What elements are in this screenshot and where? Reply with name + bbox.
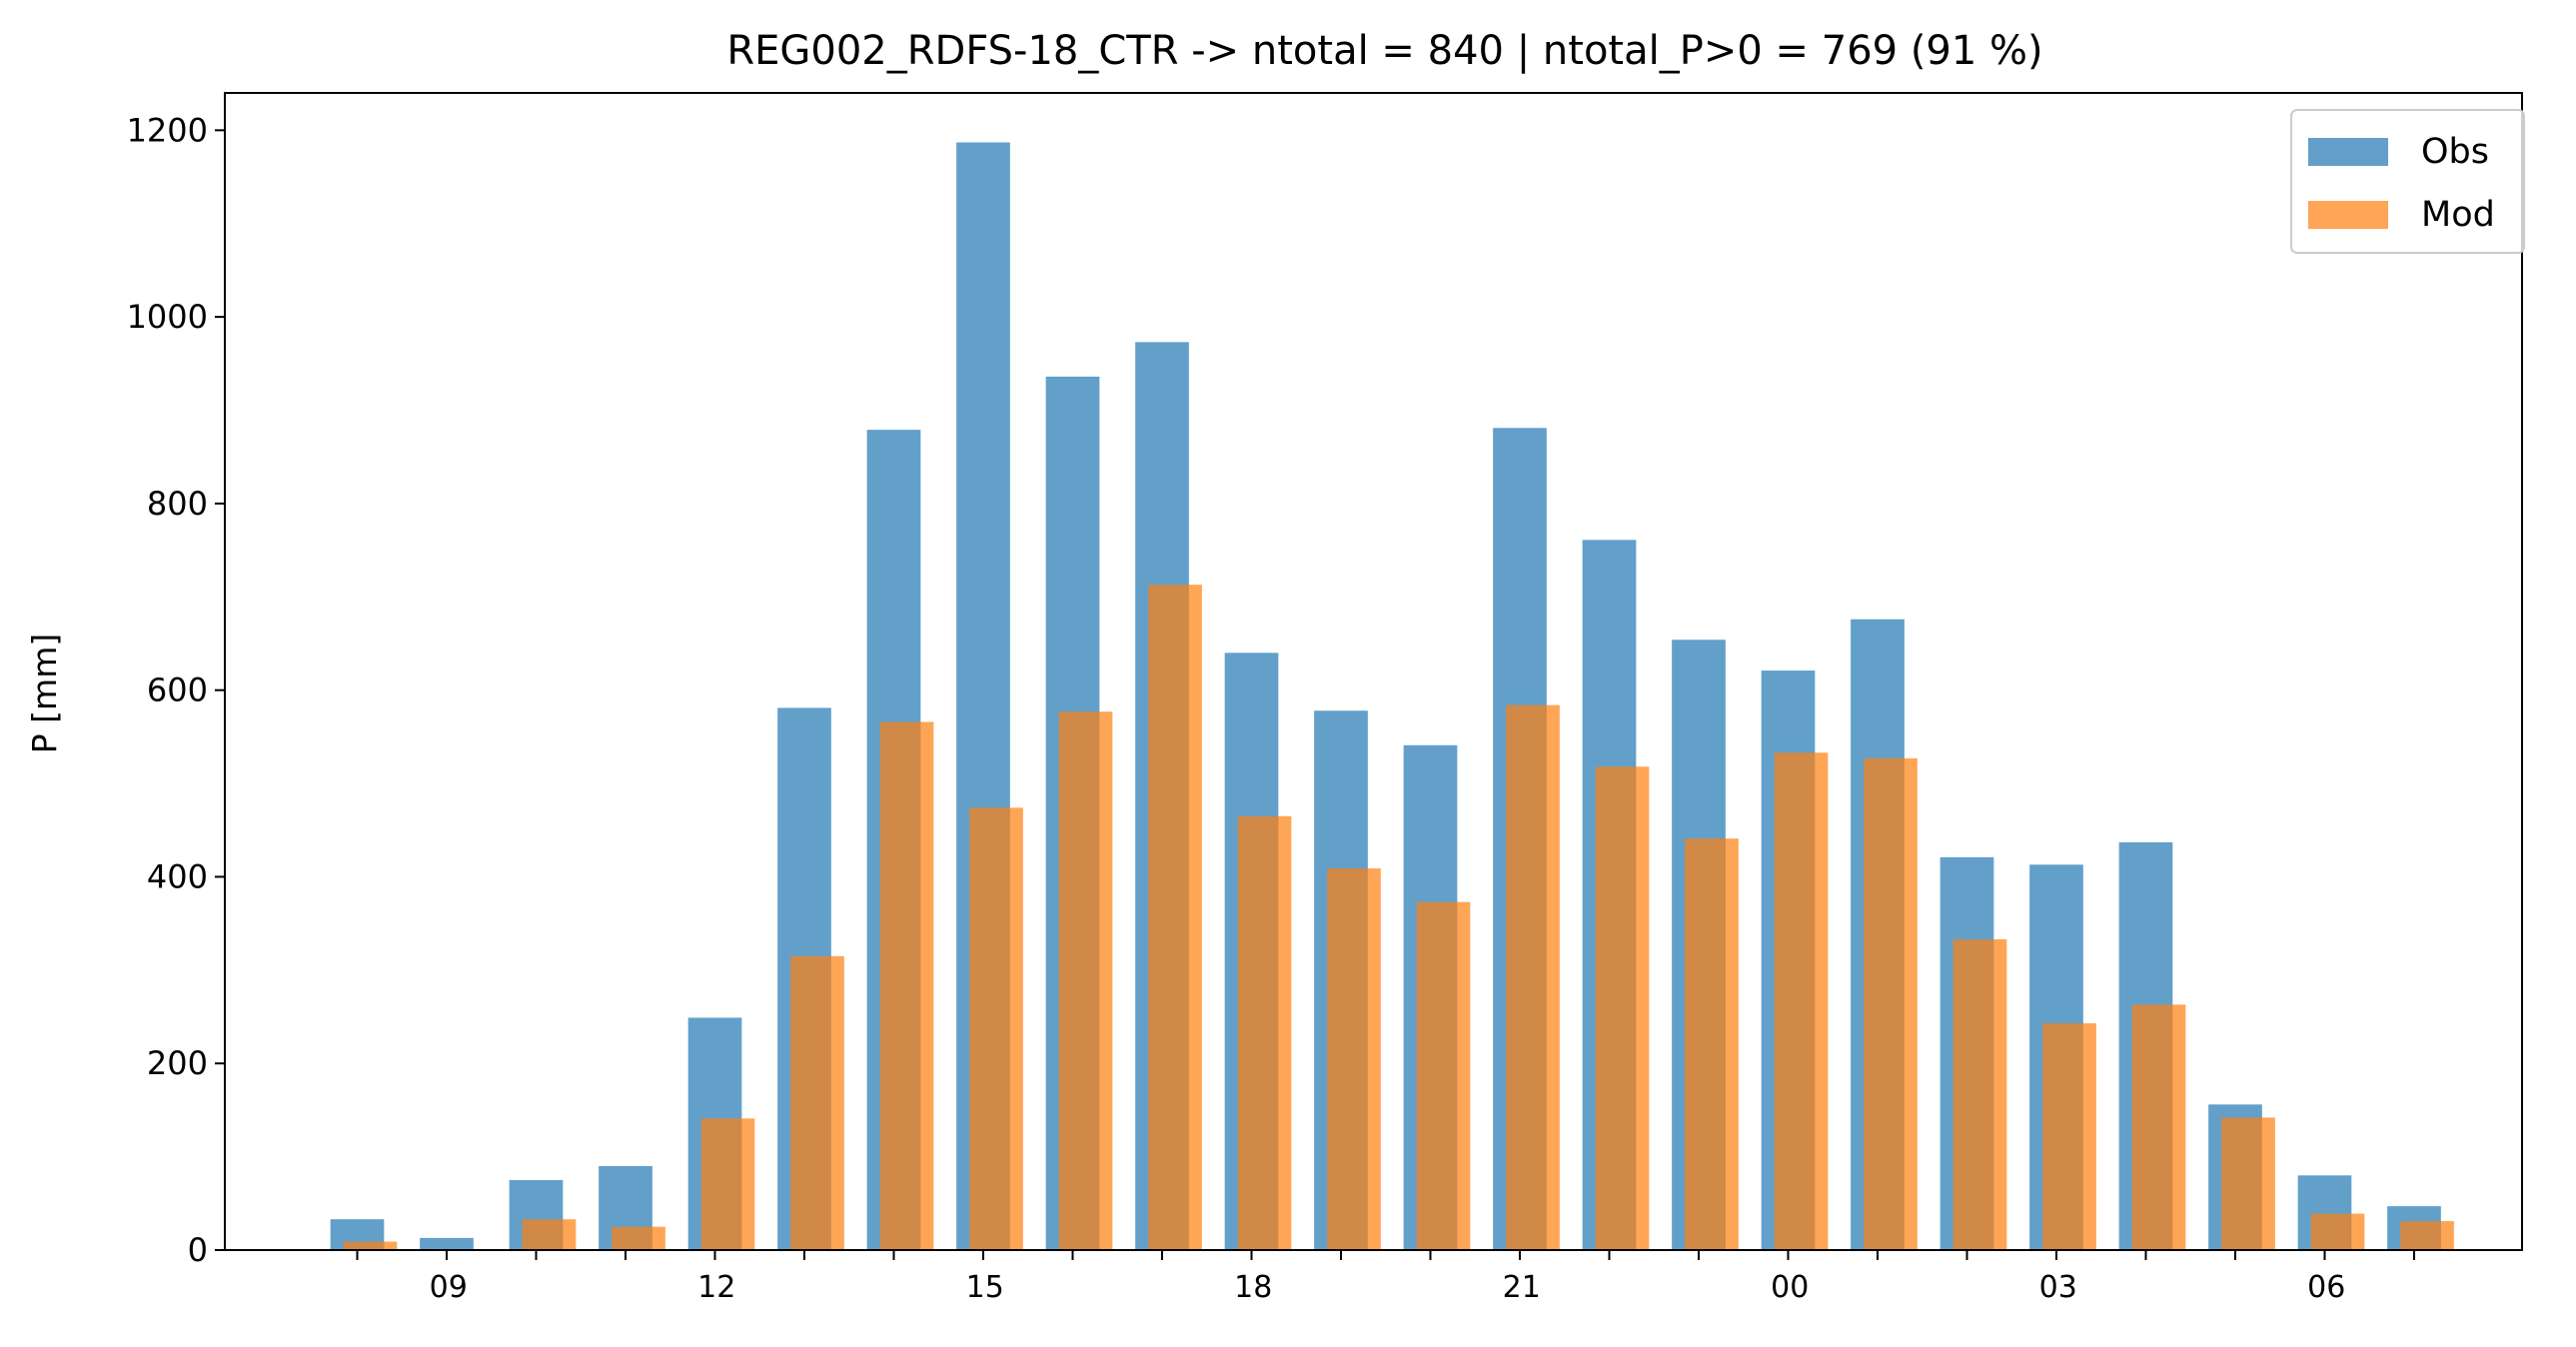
bar-mod-15	[969, 807, 1023, 1250]
bar-mod-05	[2221, 1117, 2275, 1250]
bar-mod-06	[2310, 1213, 2365, 1250]
y-tick-label-600: 600	[147, 672, 208, 709]
legend: Obs Mod	[2290, 109, 2525, 254]
bar-mod-00	[1774, 752, 1829, 1250]
bar-mod-11	[612, 1226, 665, 1250]
y-tick-label-0: 0	[188, 1231, 208, 1269]
bar-mod-07	[2400, 1221, 2454, 1250]
plot-frame	[224, 92, 2523, 1251]
bar-mod-20	[1416, 901, 1471, 1250]
x-tick-label-03: 03	[2039, 1270, 2077, 1305]
x-tick-label-12: 12	[697, 1270, 735, 1305]
legend-swatch-obs	[2308, 138, 2388, 166]
legend-label-obs: Obs	[2421, 132, 2489, 172]
legend-label-mod: Mod	[2421, 195, 2495, 235]
bar-mod-19	[1327, 868, 1381, 1250]
x-tick-label-21: 21	[1503, 1270, 1541, 1305]
bar-mod-13	[790, 955, 844, 1250]
bar-mod-08	[343, 1241, 398, 1250]
y-tick-label-800: 800	[147, 485, 208, 523]
bars-layer	[330, 142, 2454, 1251]
x-tick-label-06: 06	[2307, 1270, 2345, 1305]
y-tick-label-1000: 1000	[127, 298, 208, 336]
y-tick-label-200: 200	[147, 1044, 208, 1082]
bar-mod-18	[1237, 815, 1292, 1250]
chart-title: REG002_RDFS-18_CTR -> ntotal = 840 | nto…	[726, 28, 2042, 74]
x-tick-label-09: 09	[430, 1270, 468, 1305]
y-axis-label: P [mm]	[25, 634, 64, 753]
y-tick-label-1200: 1200	[127, 111, 208, 149]
bar-mod-22	[1595, 766, 1650, 1250]
bar-mod-10	[522, 1219, 577, 1250]
bar-mod-17	[1148, 585, 1202, 1250]
bar-mod-16	[1058, 711, 1113, 1250]
bar-mod-01	[1864, 757, 1918, 1250]
bar-mod-12	[700, 1118, 755, 1250]
bar-mod-02	[1952, 939, 2007, 1250]
y-tick-label-400: 400	[147, 857, 208, 895]
legend-swatch-mod	[2308, 201, 2388, 229]
x-tick-label-18: 18	[1234, 1270, 1272, 1305]
axes-layer: 0 200 400 600 800 1000 1200 09 12 15 18 21 00 03 06	[127, 92, 2523, 1305]
bar-obs-09	[420, 1237, 474, 1250]
bar-mod-14	[879, 721, 934, 1250]
x-tick-label-00: 00	[1771, 1270, 1809, 1305]
bar-mod-04	[2131, 1004, 2186, 1250]
x-tick-label-15: 15	[966, 1270, 1004, 1305]
bar-mod-23	[1685, 838, 1739, 1250]
bar-mod-21	[1506, 704, 1560, 1250]
bar-mod-03	[2042, 1023, 2096, 1250]
